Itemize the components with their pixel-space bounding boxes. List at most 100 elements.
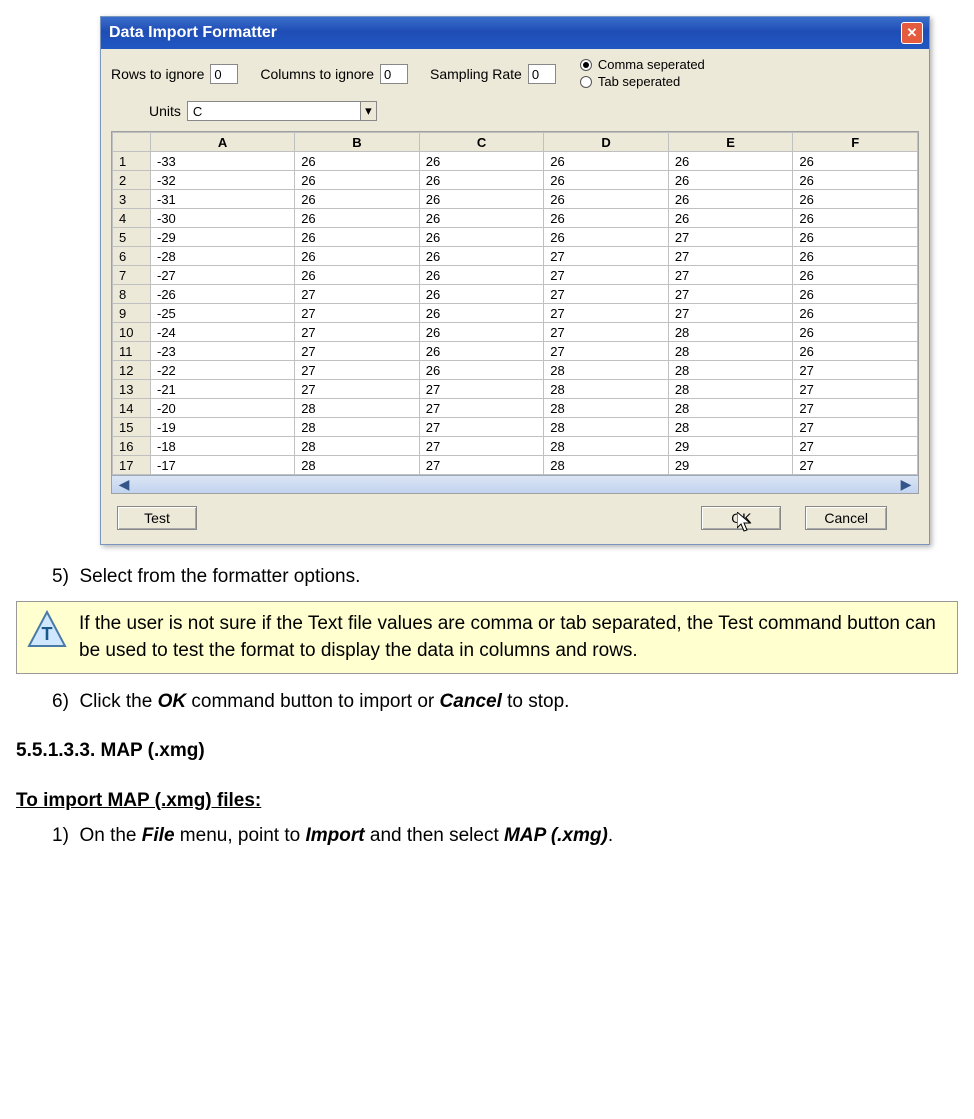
cell[interactable]: -32 (151, 171, 295, 190)
row-header[interactable]: 17 (113, 456, 151, 475)
cell[interactable]: 27 (544, 247, 669, 266)
row-header[interactable]: 1 (113, 152, 151, 171)
cell[interactable]: -25 (151, 304, 295, 323)
row-header[interactable]: 10 (113, 323, 151, 342)
row-header[interactable]: 16 (113, 437, 151, 456)
row-header[interactable]: 2 (113, 171, 151, 190)
cell[interactable]: 27 (419, 380, 544, 399)
cell[interactable]: -18 (151, 437, 295, 456)
cell[interactable]: 28 (295, 418, 420, 437)
cell[interactable]: 27 (544, 304, 669, 323)
row-header[interactable]: 3 (113, 190, 151, 209)
cell[interactable]: -19 (151, 418, 295, 437)
cell[interactable]: 26 (544, 171, 669, 190)
cell[interactable]: 26 (295, 190, 420, 209)
radio-tab[interactable] (580, 76, 592, 88)
cell[interactable]: 27 (793, 437, 918, 456)
close-icon[interactable]: ✕ (901, 22, 923, 44)
row-header[interactable]: 13 (113, 380, 151, 399)
cell[interactable]: -22 (151, 361, 295, 380)
row-header[interactable]: 11 (113, 342, 151, 361)
cell[interactable]: 26 (419, 323, 544, 342)
cell[interactable]: 29 (668, 437, 793, 456)
cell[interactable]: 28 (668, 323, 793, 342)
cell[interactable]: 27 (668, 285, 793, 304)
cell[interactable]: 26 (419, 342, 544, 361)
cell[interactable]: 28 (668, 380, 793, 399)
cell[interactable]: 26 (419, 190, 544, 209)
cell[interactable]: 27 (295, 380, 420, 399)
cell[interactable]: 27 (544, 323, 669, 342)
row-header[interactable]: 12 (113, 361, 151, 380)
cell[interactable]: 26 (295, 228, 420, 247)
cell[interactable]: 28 (544, 437, 669, 456)
col-header[interactable]: E (668, 133, 793, 152)
cell[interactable]: -17 (151, 456, 295, 475)
cell[interactable]: 28 (544, 418, 669, 437)
cell[interactable]: 26 (793, 342, 918, 361)
cell[interactable]: 26 (419, 152, 544, 171)
cell[interactable]: 28 (295, 456, 420, 475)
col-header[interactable]: A (151, 133, 295, 152)
cell[interactable]: 26 (793, 266, 918, 285)
cell[interactable]: 26 (668, 171, 793, 190)
cell[interactable]: 28 (295, 399, 420, 418)
cell[interactable]: 26 (544, 209, 669, 228)
cell[interactable]: 27 (793, 361, 918, 380)
cell[interactable]: 28 (544, 399, 669, 418)
cell[interactable]: 27 (295, 304, 420, 323)
cell[interactable]: 27 (295, 342, 420, 361)
cell[interactable]: 26 (544, 190, 669, 209)
cell[interactable]: 29 (668, 456, 793, 475)
row-header[interactable]: 9 (113, 304, 151, 323)
cell[interactable]: 27 (668, 266, 793, 285)
chevron-down-icon[interactable]: ▾ (360, 102, 376, 120)
cell[interactable]: 28 (668, 399, 793, 418)
cell[interactable]: 28 (544, 380, 669, 399)
columns-to-ignore-input[interactable]: 0 (380, 64, 408, 84)
cell[interactable]: 28 (668, 361, 793, 380)
scroll-left-icon[interactable]: ◀ (116, 478, 132, 492)
cell[interactable]: 26 (793, 152, 918, 171)
cell[interactable]: 28 (544, 361, 669, 380)
cell[interactable]: 27 (793, 380, 918, 399)
row-header[interactable]: 15 (113, 418, 151, 437)
cell[interactable]: 26 (793, 171, 918, 190)
cell[interactable]: 26 (295, 152, 420, 171)
row-header[interactable]: 4 (113, 209, 151, 228)
cell[interactable]: 26 (419, 304, 544, 323)
cell[interactable]: 27 (793, 399, 918, 418)
cell[interactable]: 28 (668, 418, 793, 437)
sampling-rate-input[interactable]: 0 (528, 64, 556, 84)
cell[interactable]: -26 (151, 285, 295, 304)
cell[interactable]: 27 (544, 285, 669, 304)
cell[interactable]: 28 (295, 437, 420, 456)
row-header[interactable]: 14 (113, 399, 151, 418)
row-header[interactable]: 7 (113, 266, 151, 285)
cell[interactable]: 28 (668, 342, 793, 361)
cell[interactable]: -29 (151, 228, 295, 247)
cell[interactable]: 27 (419, 418, 544, 437)
cell[interactable]: 26 (793, 190, 918, 209)
cell[interactable]: 26 (295, 247, 420, 266)
cell[interactable]: -28 (151, 247, 295, 266)
cell[interactable]: 27 (295, 361, 420, 380)
cell[interactable]: 27 (793, 418, 918, 437)
units-dropdown[interactable]: C ▾ (187, 101, 377, 121)
cell[interactable]: 26 (668, 209, 793, 228)
cell[interactable]: 26 (793, 304, 918, 323)
cell[interactable]: 26 (295, 266, 420, 285)
col-header[interactable]: C (419, 133, 544, 152)
cell[interactable]: 26 (419, 285, 544, 304)
cell[interactable]: 26 (544, 228, 669, 247)
cell[interactable]: 28 (544, 456, 669, 475)
cell[interactable]: 27 (295, 323, 420, 342)
cell[interactable]: 27 (419, 437, 544, 456)
test-button[interactable]: Test (117, 506, 197, 530)
cell[interactable]: 26 (419, 228, 544, 247)
cell[interactable]: 27 (419, 399, 544, 418)
row-header[interactable]: 5 (113, 228, 151, 247)
row-header[interactable]: 8 (113, 285, 151, 304)
cell[interactable]: 26 (793, 247, 918, 266)
cell[interactable]: -31 (151, 190, 295, 209)
